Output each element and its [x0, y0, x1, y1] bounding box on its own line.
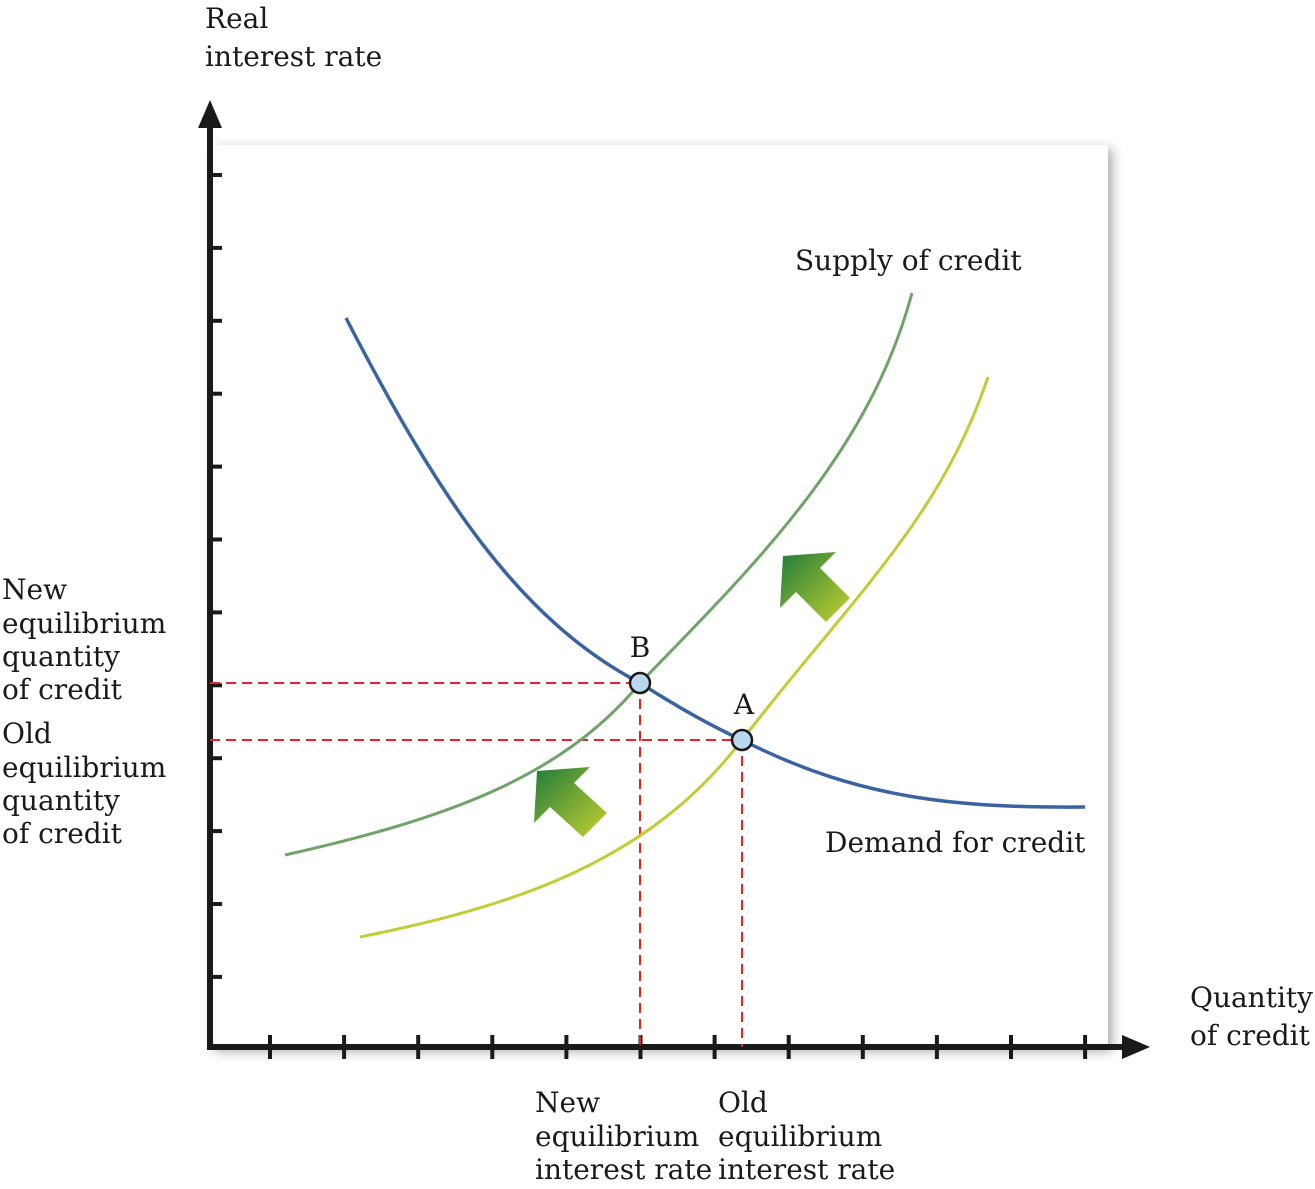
- new-equilibrium-rate-label: New equilibrium interest rate: [535, 1086, 712, 1186]
- old-equilibrium-quantity-label: Old equilibrium quantity of credit: [2, 717, 175, 850]
- y-axis-title-line-2: interest rate: [205, 40, 382, 73]
- new-rate-line-2: equilibrium: [535, 1120, 699, 1153]
- new-rate-line-3: interest rate: [535, 1153, 712, 1186]
- equilibrium-point-a: [730, 728, 754, 752]
- y-axis-title: Real interest rate: [205, 2, 382, 73]
- shift-arrow-upper: [780, 552, 850, 622]
- y-axis-ticks: [210, 173, 222, 979]
- old-quantity-line-3: quantity: [2, 784, 120, 817]
- new-rate-line-1: New: [535, 1086, 600, 1119]
- point-b-label: B: [630, 631, 651, 664]
- old-quantity-line-4: of credit: [2, 817, 123, 850]
- x-axis-title-line-2: of credit: [1190, 1019, 1311, 1052]
- old-rate-line-2: equilibrium: [718, 1120, 882, 1153]
- old-quantity-line-2: equilibrium: [2, 751, 166, 784]
- supply-curve-label: Supply of credit: [795, 244, 1022, 277]
- equilibrium-point-b: [628, 671, 652, 695]
- y-axis-title-line-1: Real: [205, 2, 268, 35]
- y-axis-arrowhead: [198, 100, 222, 128]
- new-equilibrium-quantity-label: New equilibrium quantity of credit: [2, 573, 175, 706]
- x-axis-ticks: [268, 1035, 1088, 1059]
- old-rate-line-1: Old: [718, 1086, 768, 1119]
- old-rate-line-3: interest rate: [718, 1153, 895, 1186]
- guide-lines: [210, 682, 743, 1047]
- new-quantity-line-2: equilibrium: [2, 607, 166, 640]
- new-quantity-line-3: quantity: [2, 640, 120, 673]
- plot-panel: [210, 145, 1108, 1047]
- point-a-label: A: [733, 688, 755, 721]
- x-axis-title: Quantity of credit: [1190, 981, 1315, 1052]
- old-quantity-line-1: Old: [2, 717, 52, 750]
- demand-curve: [344, 317, 1086, 809]
- old-equilibrium-rate-label: Old equilibrium interest rate: [718, 1086, 895, 1186]
- demand-curve-label: Demand for credit: [825, 826, 1086, 859]
- axes: [207, 125, 1130, 1050]
- x-axis-title-line-1: Quantity: [1190, 981, 1313, 1014]
- new-quantity-line-1: New: [2, 573, 67, 606]
- x-axis-arrowhead: [1122, 1035, 1150, 1059]
- new-quantity-line-4: of credit: [2, 673, 123, 706]
- shift-arrow-lower: [534, 767, 607, 837]
